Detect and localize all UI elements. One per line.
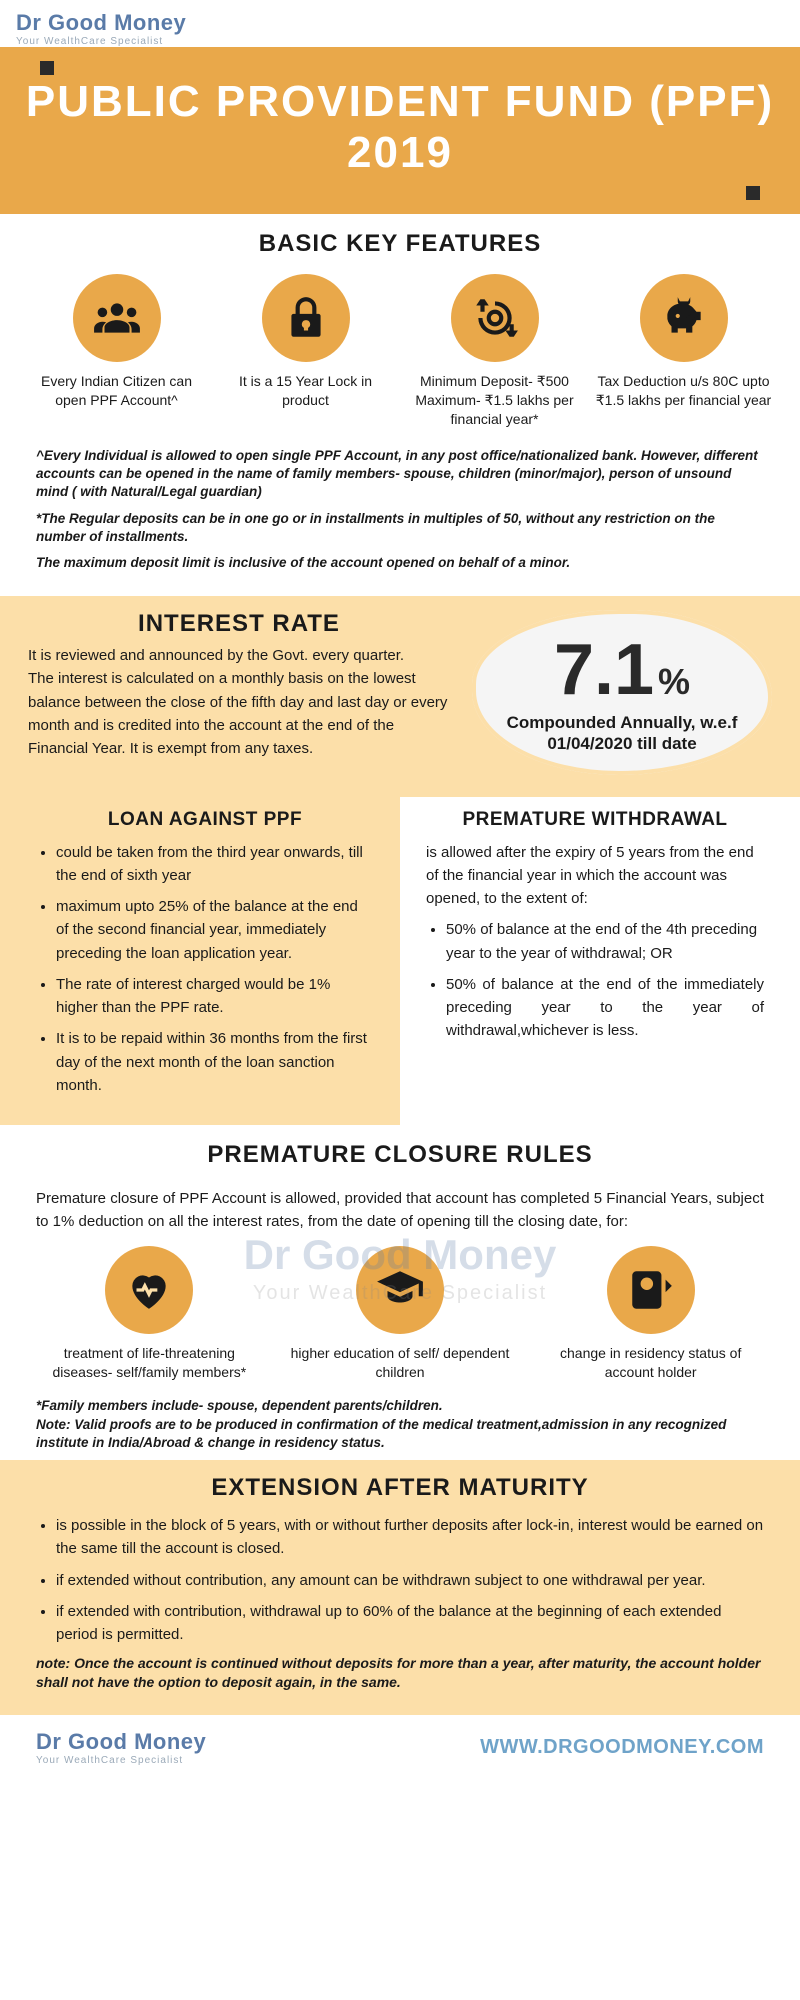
piggy-tax-icon: TAX	[640, 274, 728, 362]
loan-withdrawal-row: LOAN AGAINST PPF could be taken from the…	[0, 797, 800, 1126]
closure-items-row: Dr Good Money Your WealthCare Specialist…	[36, 1246, 764, 1382]
percent-sign: %	[658, 664, 690, 700]
header: PUBLIC PROVIDENT FUND (PPF) 2019	[0, 47, 800, 214]
withdrawal-list: 50% of balance at the end of the 4th pre…	[426, 918, 764, 1042]
list-item: The rate of interest charged would be 1%…	[56, 973, 374, 1020]
features-row: Every Indian Citizen can open PPF Accoun…	[0, 270, 800, 439]
interest-title: INTEREST RATE	[28, 610, 450, 638]
feature-text: Tax Deduction u/s 80C upto ₹1.5 lakhs pe…	[595, 372, 772, 410]
graduation-icon	[356, 1246, 444, 1334]
feature-tax: TAX Tax Deduction u/s 80C upto ₹1.5 lakh…	[595, 274, 772, 429]
footnote: *The Regular deposits can be in one go o…	[36, 510, 764, 546]
footnote: Note: Valid proofs are to be produced in…	[36, 1416, 764, 1452]
footnote: *Family members include- spouse, depende…	[36, 1397, 764, 1415]
people-icon	[73, 274, 161, 362]
brand-tagline: Your WealthCare Specialist	[36, 1755, 206, 1766]
footnote: ^Every Individual is allowed to open sin…	[36, 447, 764, 502]
closure-text: higher education of self/ dependent chil…	[287, 1344, 514, 1382]
money-arrows-icon	[451, 274, 539, 362]
closure-title: PREMATURE CLOSURE RULES	[0, 1125, 800, 1181]
feature-text: Minimum Deposit- ₹500 Maximum- ₹1.5 lakh…	[406, 372, 583, 429]
brand-tagline: Your WealthCare Specialist	[16, 36, 784, 47]
brand-logo-bottom: Dr Good Money Your WealthCare Specialist	[36, 1729, 206, 1766]
rate-number: 7.1	[554, 634, 654, 706]
list-item: could be taken from the third year onwar…	[56, 841, 374, 888]
closure-item-education: higher education of self/ dependent chil…	[287, 1246, 514, 1382]
closure-item-residency: change in residency status of account ho…	[537, 1246, 764, 1382]
basic-footnotes: ^Every Individual is allowed to open sin…	[0, 439, 800, 596]
interest-subtext: Compounded Annually, w.e.f 01/04/2020 ti…	[490, 712, 754, 755]
svg-text:TAX: TAX	[679, 312, 699, 323]
withdrawal-column: PREMATURE WITHDRAWAL is allowed after th…	[400, 797, 800, 1126]
interest-rate-value: 7.1 %	[490, 634, 754, 706]
closure-section: Premature closure of PPF Account is allo…	[0, 1181, 800, 1387]
heart-icon	[105, 1246, 193, 1334]
lock-icon	[262, 274, 350, 362]
footer-url[interactable]: WWW.DRGOODMONEY.COM	[480, 1736, 764, 1759]
footnote: The maximum deposit limit is inclusive o…	[36, 554, 764, 572]
feature-lock: It is a 15 Year Lock in product	[217, 274, 394, 429]
feature-deposit: Minimum Deposit- ₹500 Maximum- ₹1.5 lakh…	[406, 274, 583, 429]
feature-text: Every Indian Citizen can open PPF Accoun…	[28, 372, 205, 410]
page-title: PUBLIC PROVIDENT FUND (PPF) 2019	[20, 77, 780, 178]
list-item: 50% of balance at the end of the immedia…	[446, 973, 764, 1043]
list-item: 50% of balance at the end of the 4th pre…	[446, 918, 764, 965]
closure-text: treatment of life-threatening diseases- …	[36, 1344, 263, 1382]
withdrawal-intro: is allowed after the expiry of 5 years f…	[426, 841, 764, 911]
loan-list: could be taken from the third year onwar…	[36, 841, 374, 1098]
interest-badge: 7.1 % Compounded Annually, w.e.f 01/04/2…	[472, 610, 772, 775]
list-item: if extended with contribution, withdrawa…	[56, 1600, 764, 1647]
brand-name: Dr Good Money	[36, 1729, 206, 1755]
brand-name: Dr Good Money	[16, 10, 784, 36]
brand-logo-top: Dr Good Money Your WealthCare Specialist	[0, 0, 800, 47]
loan-column: LOAN AGAINST PPF could be taken from the…	[0, 797, 400, 1126]
list-item: maximum upto 25% of the balance at the e…	[56, 895, 374, 965]
extension-title: EXTENSION AFTER MATURITY	[36, 1470, 764, 1514]
list-item: It is to be repaid within 36 months from…	[56, 1027, 374, 1097]
list-item: if extended without contribution, any am…	[56, 1569, 764, 1592]
footer: Dr Good Money Your WealthCare Specialist…	[0, 1715, 800, 1790]
interest-section: INTEREST RATE It is reviewed and announc…	[0, 596, 800, 797]
interest-body: It is reviewed and announced by the Govt…	[28, 644, 450, 760]
extension-section: EXTENSION AFTER MATURITY is possible in …	[0, 1460, 800, 1715]
closure-notes: *Family members include- spouse, depende…	[0, 1387, 800, 1460]
loan-title: LOAN AGAINST PPF	[36, 809, 374, 831]
extension-note: note: Once the account is continued with…	[36, 1654, 764, 1690]
feature-text: It is a 15 Year Lock in product	[217, 372, 394, 410]
closure-text: change in residency status of account ho…	[537, 1344, 764, 1382]
passport-icon	[607, 1246, 695, 1334]
interest-text: INTEREST RATE It is reviewed and announc…	[28, 610, 450, 760]
feature-citizen: Every Indian Citizen can open PPF Accoun…	[28, 274, 205, 429]
list-item: is possible in the block of 5 years, wit…	[56, 1514, 764, 1561]
withdrawal-title: PREMATURE WITHDRAWAL	[426, 809, 764, 831]
closure-item-medical: treatment of life-threatening diseases- …	[36, 1246, 263, 1382]
extension-list: is possible in the block of 5 years, wit…	[36, 1514, 764, 1646]
closure-intro: Premature closure of PPF Account is allo…	[36, 1187, 764, 1234]
basic-features-title: BASIC KEY FEATURES	[0, 214, 800, 270]
